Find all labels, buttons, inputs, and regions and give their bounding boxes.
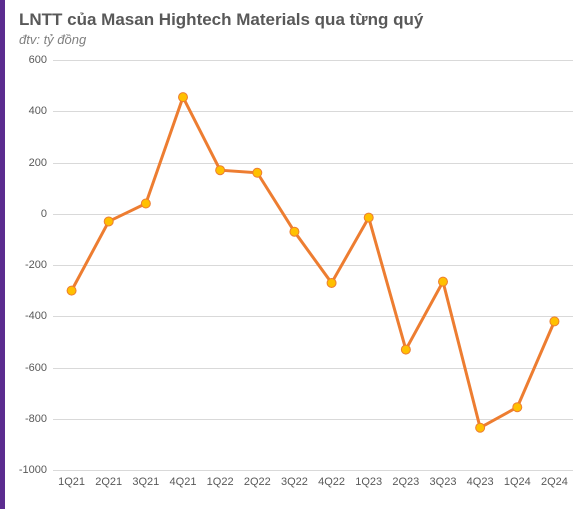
x-tick-label: 3Q21 (132, 476, 159, 488)
plot-area: 6004002000-200-400-600-800-10001Q212Q213… (53, 60, 573, 470)
x-tick-label: 1Q21 (58, 476, 85, 488)
grid-line (53, 470, 573, 471)
data-point (476, 423, 485, 432)
y-tick-label: 400 (29, 105, 47, 117)
x-tick-label: 4Q23 (467, 476, 494, 488)
chart-title: LNTT của Masan Hightech Materials qua từ… (19, 10, 423, 30)
line-series (53, 60, 573, 470)
data-point (550, 317, 559, 326)
chart-subtitle: đtv: tỷ đồng (19, 32, 86, 47)
x-tick-label: 2Q23 (392, 476, 419, 488)
data-point (439, 277, 448, 286)
y-tick-label: -800 (25, 413, 47, 425)
x-tick-label: 4Q22 (318, 476, 345, 488)
x-tick-label: 3Q22 (281, 476, 308, 488)
x-tick-label: 3Q23 (430, 476, 457, 488)
data-point (216, 166, 225, 175)
y-tick-label: 200 (29, 157, 47, 169)
x-tick-label: 1Q23 (355, 476, 382, 488)
data-point (513, 403, 522, 412)
series-line (72, 97, 555, 428)
data-point (104, 217, 113, 226)
y-tick-label: 600 (29, 54, 47, 66)
y-tick-label: 0 (41, 208, 47, 220)
data-point (67, 286, 76, 295)
y-tick-label: -600 (25, 362, 47, 374)
x-tick-label: 4Q21 (170, 476, 197, 488)
data-point (401, 345, 410, 354)
data-point (253, 168, 262, 177)
x-tick-label: 2Q21 (95, 476, 122, 488)
data-point (364, 213, 373, 222)
data-point (327, 278, 336, 287)
x-tick-label: 2Q22 (244, 476, 271, 488)
chart-container: LNTT của Masan Hightech Materials qua từ… (0, 0, 584, 509)
x-tick-label: 1Q24 (504, 476, 531, 488)
y-tick-label: -400 (25, 310, 47, 322)
y-tick-label: -1000 (19, 464, 47, 476)
data-point (141, 199, 150, 208)
data-point (290, 227, 299, 236)
data-point (179, 93, 188, 102)
x-tick-label: 2Q24 (541, 476, 568, 488)
y-tick-label: -200 (25, 259, 47, 271)
x-tick-label: 1Q22 (207, 476, 234, 488)
